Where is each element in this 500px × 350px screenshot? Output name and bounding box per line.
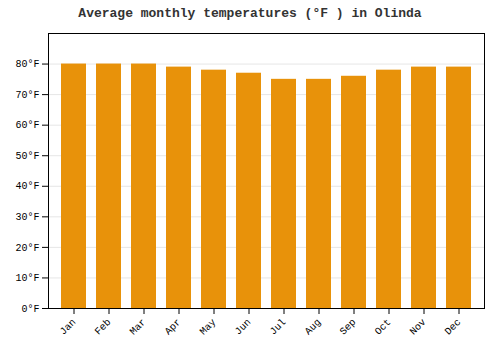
svg-text:50°F: 50°F (15, 151, 39, 162)
svg-text:10°F: 10°F (15, 273, 39, 284)
svg-text:Aug: Aug (303, 317, 324, 338)
svg-text:80°F: 80°F (15, 59, 39, 70)
svg-text:Jan: Jan (58, 317, 79, 338)
svg-text:Apr: Apr (163, 317, 184, 338)
svg-text:70°F: 70°F (15, 90, 39, 101)
svg-text:Dec: Dec (443, 317, 464, 338)
svg-text:Jun: Jun (233, 317, 254, 338)
svg-text:60°F: 60°F (15, 120, 39, 131)
svg-text:Sep: Sep (338, 317, 359, 338)
svg-text:30°F: 30°F (15, 212, 39, 223)
svg-text:40°F: 40°F (15, 181, 39, 192)
svg-text:20°F: 20°F (15, 243, 39, 254)
svg-text:0°F: 0°F (21, 304, 39, 315)
svg-text:Oct: Oct (373, 317, 394, 338)
svg-text:Nov: Nov (408, 317, 429, 338)
svg-text:Mar: Mar (128, 317, 149, 338)
svg-text:May: May (198, 317, 219, 338)
html-text:Average monthly temperatures (: Average monthly temperatures (°F ) in Ol… (78, 6, 422, 21)
svg-text:Feb: Feb (93, 317, 114, 338)
svg-text:Jul: Jul (268, 317, 289, 338)
